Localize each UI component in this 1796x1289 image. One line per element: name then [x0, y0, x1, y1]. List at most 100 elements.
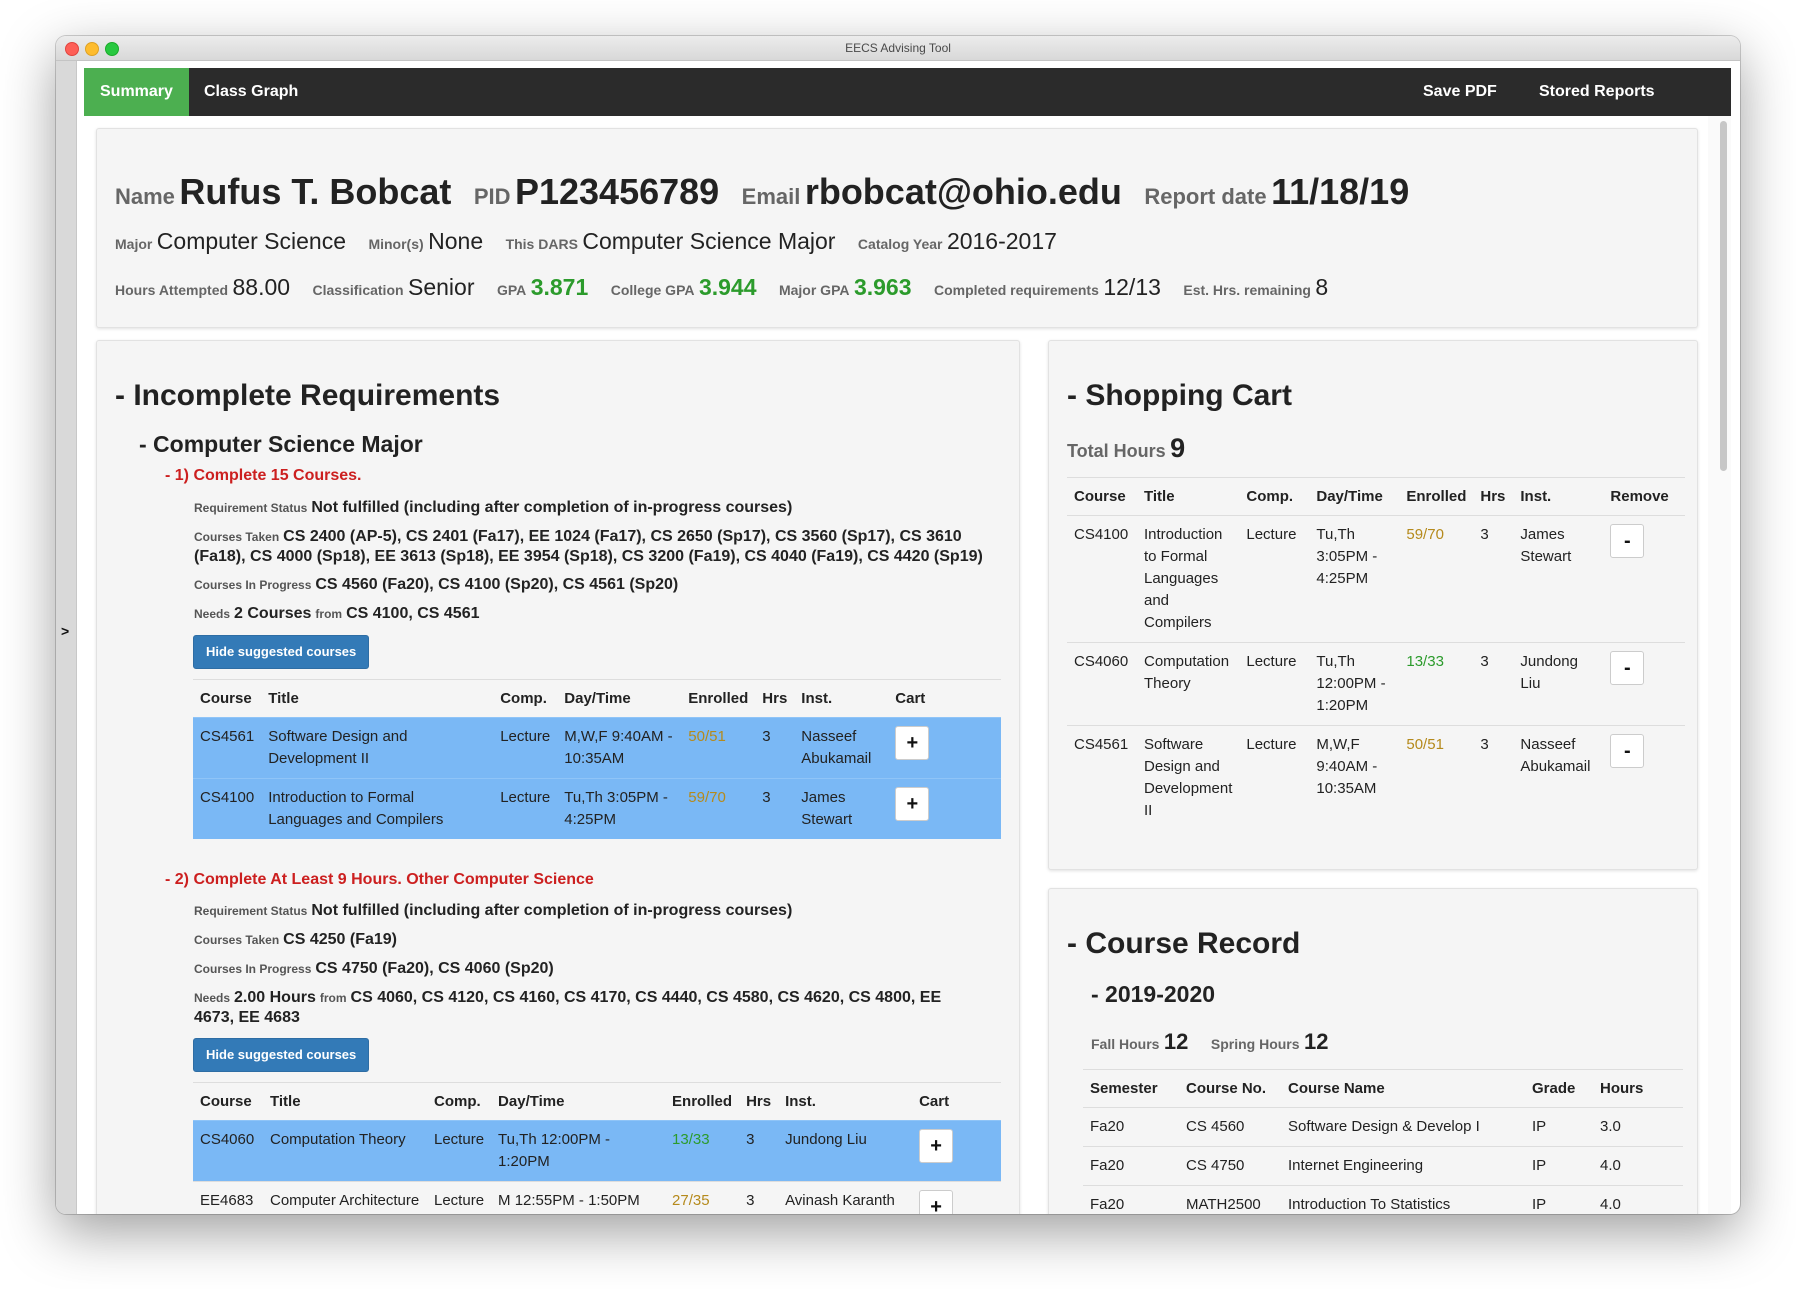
stored-reports-button[interactable]: Stored Reports [1539, 83, 1655, 100]
table-row[interactable]: CS4561 Software Design and Development I… [193, 717, 1001, 779]
requirement-1-needs: Needs 2 Courses from CS 4100, CS 4561 [194, 604, 1004, 624]
course-hrs: 3 [1473, 642, 1514, 726]
course-hrs: 3 [755, 717, 795, 779]
col-remove: Remove [1603, 477, 1685, 516]
table-row: Fa20 CS 4750 Internet Engineering IP 4.0 [1083, 1146, 1683, 1186]
requirement-1-taken: Courses Taken CS 2400 (AP-5), CS 2401 (Fa… [194, 527, 1004, 566]
hours: 4.0 [1593, 1146, 1683, 1186]
shopping-cart-heading[interactable]: - Shopping Cart [1067, 379, 1292, 412]
needs-key: Needs [194, 607, 231, 621]
course-enrolled: 13/33 [665, 1120, 740, 1182]
course-comp: Lecture [493, 717, 558, 779]
requirement-2-title[interactable]: - 2) Complete At Least 9 Hours. Other Co… [165, 871, 594, 888]
dars-label: This DARS [505, 236, 578, 252]
college-gpa-value: 3.944 [698, 274, 757, 300]
course-record-table: Semester Course No. Course Name Grade Ho… [1083, 1069, 1683, 1214]
course-title: Computer Architecture [263, 1181, 427, 1214]
in-progress-value: CS 4750 (Fa20), CS 4060 (Sp20) [315, 960, 554, 977]
course-hrs: 3 [755, 778, 795, 839]
add-to-cart-button[interactable]: + [895, 787, 930, 821]
spring-hours-label: Spring Hours [1210, 1036, 1300, 1052]
major-value: Computer Science [156, 228, 346, 254]
semester: Fa20 [1083, 1146, 1179, 1186]
pid-label: PID [473, 184, 511, 209]
course-name: Software Design & Develop I [1281, 1107, 1525, 1147]
course-time: M 12:55PM - 1:50PM [491, 1181, 666, 1214]
minor-label: Minor(s) [368, 236, 424, 252]
grade: IP [1525, 1107, 1593, 1147]
in-progress-key: Courses In Progress [194, 962, 312, 976]
course-time: Tu,Th 12:00PM - 1:20PM [1309, 642, 1400, 726]
add-to-cart-button[interactable]: + [919, 1190, 954, 1214]
col-inst: Inst. [794, 679, 889, 718]
remove-from-cart-button[interactable]: - [1610, 734, 1645, 768]
col-course: Course [1067, 477, 1137, 516]
table-row[interactable]: EE4683 Computer Architecture Lecture M 1… [193, 1181, 1001, 1214]
col-comp: Comp. [493, 679, 558, 718]
hours-label: Hours Attempted [115, 282, 229, 298]
course-time: Tu,Th 12:00PM - 1:20PM [491, 1120, 666, 1182]
remove-from-cart-button[interactable]: - [1610, 651, 1645, 685]
remove-from-cart-button[interactable]: - [1610, 524, 1645, 558]
course-enrolled: 13/33 [1399, 642, 1474, 726]
minor-value: None [428, 228, 484, 254]
hours: 4.0 [1593, 1185, 1683, 1214]
course-no: MATH2500 [1179, 1185, 1281, 1214]
program-row: Major Computer Science Minor(s) None Thi… [115, 228, 1075, 255]
scrollbar-thumb[interactable] [1720, 121, 1727, 471]
status-value: Not fulfilled (including after completio… [311, 902, 793, 919]
course-title: Computation Theory [263, 1120, 427, 1182]
zoom-window-button[interactable] [105, 42, 119, 56]
semester: Fa20 [1083, 1185, 1179, 1214]
add-to-cart-button[interactable]: + [895, 726, 930, 760]
table-row: Fa20 CS 4560 Software Design & Develop I… [1083, 1107, 1683, 1147]
table-row[interactable]: CS4100 Introduction to Formal Languages … [193, 778, 1001, 839]
col-day-time: Day/Time [557, 679, 682, 718]
requirement-1-title[interactable]: - 1) Complete 15 Courses. [165, 467, 362, 484]
course-code: CS4561 [193, 717, 262, 779]
major-gpa-label: Major GPA [778, 282, 850, 298]
email-label: Email [741, 184, 801, 209]
col-enrolled: Enrolled [681, 679, 756, 718]
col-inst: Inst. [778, 1082, 913, 1121]
col-course: Course [193, 679, 262, 718]
course-inst: James Stewart [1513, 515, 1604, 643]
hide-suggested-courses-button[interactable]: Hide suggested courses [193, 1038, 370, 1072]
add-to-cart-button[interactable]: + [919, 1129, 954, 1163]
close-window-button[interactable] [65, 42, 79, 56]
col-enrolled: Enrolled [1399, 477, 1474, 516]
col-title: Title [1137, 477, 1240, 516]
course-enrolled: 50/51 [1399, 725, 1474, 830]
tab-class-graph[interactable]: Class Graph [204, 83, 299, 100]
from-value: CS 4100, CS 4561 [346, 605, 480, 622]
academic-year-heading[interactable]: - 2019-2020 [1091, 981, 1216, 1007]
hours: 3.0 [1593, 1107, 1683, 1147]
course-title: Introduction to Formal Languages and Com… [1137, 515, 1240, 643]
course-inst: Jundong Liu [1513, 642, 1604, 726]
course-inst: Avinash Karanth [778, 1181, 913, 1214]
course-name: Introduction To Statistics [1281, 1185, 1525, 1214]
course-time: M,W,F 9:40AM - 10:35AM [1309, 725, 1400, 830]
program-heading[interactable]: - Computer Science Major [139, 431, 423, 457]
save-pdf-button[interactable]: Save PDF [1423, 83, 1497, 100]
top-navbar: Summary Class Graph Save PDF Stored Repo… [84, 68, 1731, 116]
requirement-2-status: Requirement Status Not fulfilled (includi… [194, 901, 1004, 921]
col-inst: Inst. [1513, 477, 1604, 516]
course-record-heading[interactable]: - Course Record [1067, 927, 1301, 960]
course-comp: Lecture [427, 1181, 492, 1214]
course-title: Software Design and Development II [1137, 725, 1240, 830]
hours-value: 88.00 [232, 274, 291, 300]
col-semester: Semester [1083, 1069, 1179, 1108]
minimize-window-button[interactable] [85, 42, 99, 56]
tab-summary[interactable]: Summary [84, 68, 189, 116]
requirement-2-needs: Needs 2.00 Hours from CS 4060, CS 4120, CS … [194, 988, 984, 1027]
course-time: Tu,Th 3:05PM - 4:25PM [557, 778, 682, 839]
needs-value: 2.00 Hours [234, 989, 316, 1006]
table-row[interactable]: CS4060 Computation Theory Lecture Tu,Th … [193, 1120, 1001, 1182]
sidebar-toggle[interactable]: > [56, 61, 77, 1214]
hide-suggested-courses-button[interactable]: Hide suggested courses [193, 635, 370, 669]
course-inst: James Stewart [794, 778, 889, 839]
incomplete-requirements-heading[interactable]: - Incomplete Requirements [115, 379, 501, 412]
table-row: Fa20 MATH2500 Introduction To Statistics… [1083, 1185, 1683, 1214]
incomplete-requirements-card: - Incomplete Requirements - Computer Sci… [96, 340, 1020, 1214]
